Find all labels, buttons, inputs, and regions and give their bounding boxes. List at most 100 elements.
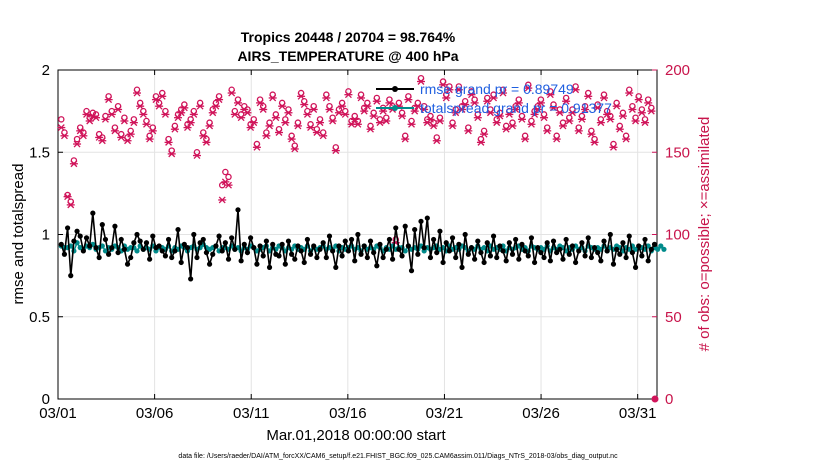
- rmse-point: [282, 261, 288, 267]
- obs-assimilated-marker: [306, 124, 315, 132]
- rmse-point: [304, 236, 311, 243]
- rmse-point: [314, 254, 320, 261]
- rmse-point: [124, 261, 131, 267]
- rmse-point: [418, 218, 424, 224]
- obs-assimilated-marker: [66, 201, 75, 209]
- rmse-point: [156, 243, 162, 249]
- obs-assimilated-marker: [164, 138, 173, 146]
- obs-assimilated-marker: [161, 110, 170, 118]
- obs-assimilated-marker: [505, 110, 514, 118]
- obs-assimilated-marker: [334, 109, 343, 117]
- rmse-point: [585, 235, 591, 241]
- rmse-point: [383, 246, 389, 252]
- obs-assimilated-marker: [312, 129, 321, 136]
- rmse-point: [528, 235, 535, 241]
- rmse-point: [610, 261, 617, 267]
- obs-assimilated-marker: [480, 130, 489, 138]
- obs-assimilated-marker: [612, 102, 621, 110]
- obs-assimilated-marker: [416, 78, 425, 85]
- obs-assimilated-marker: [435, 117, 444, 125]
- axis-ticks: 03/01 03/06 03/11 03/16 03/21 03/26 03/31 0 0.5 1…: [29, 62, 690, 422]
- obs-assimilated-marker: [552, 135, 561, 143]
- legend-rmse-label: rmse grand pr = 0.89749: [420, 81, 574, 97]
- obs-assimilated-marker: [517, 115, 526, 123]
- rmse-point: [200, 236, 206, 243]
- rmse-point: [206, 261, 213, 267]
- rmse-point: [364, 254, 370, 261]
- obs-assimilated-marker: [278, 102, 287, 110]
- obs-assimilated-marker: [256, 99, 265, 107]
- obs-assimilated-marker: [404, 96, 413, 104]
- rmse-point: [77, 233, 83, 239]
- rmse-point: [188, 276, 194, 282]
- obs-assimilated-marker: [98, 137, 107, 145]
- rmse-point: [626, 233, 632, 239]
- rmse-point: [162, 253, 169, 259]
- obs-assimilated-marker: [543, 127, 552, 135]
- rmse-point: [140, 246, 146, 252]
- rmse-point: [472, 256, 478, 262]
- chart-title-line2: AIRS_TEMPERATURE @ 400 hPa: [237, 48, 458, 64]
- obs-assimilated-marker: [426, 115, 435, 123]
- obs-assimilated-marker: [91, 114, 100, 122]
- rmse-point: [348, 236, 355, 243]
- obs-assimilated-marker: [461, 101, 470, 109]
- rmse-point: [437, 228, 443, 234]
- y-tick-label-left: 1: [42, 227, 50, 244]
- rmse-point: [405, 243, 411, 249]
- rmse-point: [541, 254, 547, 261]
- rmse-point: [487, 253, 494, 259]
- obs-assimilated-marker: [322, 94, 331, 102]
- obs-assimilated-marker: [458, 106, 467, 113]
- obs-assimilated-marker: [101, 115, 110, 123]
- rmse-point: [159, 248, 165, 254]
- totalspread-point: [102, 248, 109, 254]
- rmse-point: [263, 238, 269, 244]
- x-tick-label: 03/26: [522, 405, 560, 422]
- obs-assimilated-marker: [571, 86, 580, 94]
- y-tick-label-left: 0.5: [29, 309, 50, 326]
- rmse-point: [595, 249, 601, 256]
- rmse-point: [443, 240, 449, 246]
- obs-assimilated-marker: [208, 109, 217, 117]
- obs-possible-marker: [73, 135, 81, 143]
- obs-assimilated-marker: [259, 106, 268, 113]
- rmse-point: [143, 240, 150, 246]
- obs-assimilated-marker: [158, 92, 167, 100]
- y-tick-label-right: 200: [665, 62, 690, 79]
- obs-assimilated-marker: [281, 119, 290, 127]
- obs-assimilated-marker: [385, 99, 394, 107]
- rmse-point: [358, 251, 364, 257]
- obs-assimilated-marker: [641, 119, 650, 127]
- rmse-point: [232, 246, 238, 252]
- x-tick-label: 03/31: [619, 405, 657, 422]
- rmse-point: [289, 251, 295, 257]
- obs-assimilated-marker: [540, 114, 549, 122]
- obs-zero-marker: [651, 395, 659, 403]
- obs-assimilated-marker: [268, 94, 277, 102]
- rmse-point: [563, 236, 569, 243]
- obs-assimilated-marker: [644, 99, 653, 107]
- rmse-point: [244, 249, 251, 256]
- rmse-point: [519, 241, 525, 247]
- rmse-point: [579, 240, 585, 246]
- rmse-point: [446, 248, 452, 254]
- obs-assimilated-marker: [442, 94, 451, 102]
- rmse-point: [254, 261, 260, 267]
- rmse-point: [213, 243, 219, 249]
- obs-assimilated-marker: [521, 135, 530, 143]
- rmse-point: [573, 259, 579, 266]
- rmse-point: [191, 231, 197, 238]
- rmse-point: [374, 263, 380, 269]
- obs-assimilated-marker: [331, 147, 340, 155]
- rmse-point: [276, 253, 282, 259]
- obs-assimilated-marker: [110, 127, 119, 135]
- rmse-point: [497, 243, 503, 249]
- obs-assimilated-marker: [448, 122, 457, 130]
- rmse-point: [402, 223, 408, 229]
- obs-assimilated-marker: [249, 119, 258, 127]
- rmse-point: [576, 248, 582, 254]
- obs-assimilated-marker: [202, 138, 211, 146]
- obs-assimilated-marker: [574, 127, 583, 135]
- x-axis-label: Mar.01,2018 00:00:00 start: [266, 427, 446, 444]
